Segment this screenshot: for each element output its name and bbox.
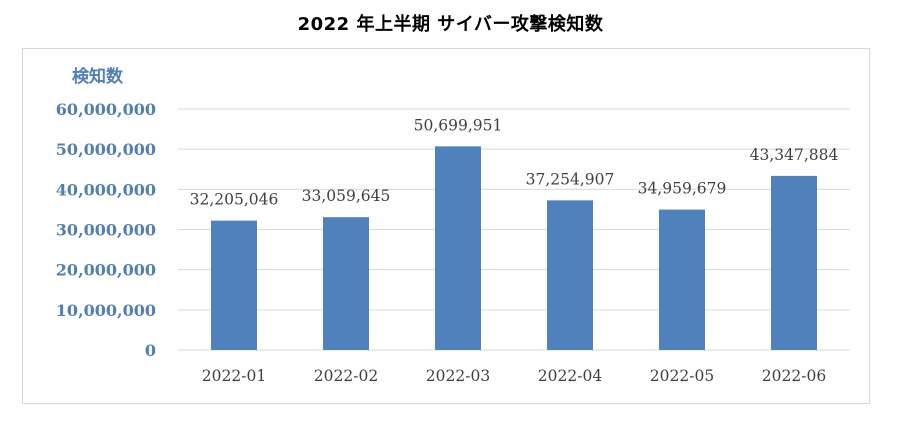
bar-2022-06 (771, 175, 817, 350)
chart-title: 2022 年上半期 サイバー攻撃検知数 (297, 14, 604, 35)
y-tick-label: 0 (145, 341, 156, 360)
bar-2022-04 (547, 200, 593, 350)
data-label: 34,959,679 (638, 180, 727, 198)
x-axis-ticks: 2022-01 2022-02 2022-03 2022-04 2022-05 2022-… (202, 367, 826, 385)
bar-2022-01 (211, 220, 257, 350)
y-tick-label: 60,000,000 (56, 100, 156, 119)
y-tick-label: 40,000,000 (56, 180, 156, 199)
y-axis-label: 検知数 (72, 66, 124, 87)
data-label: 32,205,046 (190, 191, 279, 209)
x-tick-label: 2022-02 (314, 367, 378, 385)
y-tick-label: 50,000,000 (56, 140, 156, 159)
x-tick-label: 2022-05 (650, 367, 714, 385)
data-label: 50,699,951 (414, 116, 503, 134)
y-tick-label: 20,000,000 (56, 261, 156, 280)
chart-frame (22, 48, 870, 404)
x-tick-label: 2022-01 (202, 367, 266, 385)
x-tick-label: 2022-04 (538, 367, 603, 385)
data-label: 43,347,884 (750, 146, 839, 164)
gridlines (178, 108, 850, 351)
bar-2022-05 (659, 209, 705, 350)
x-tick-label: 2022-06 (762, 367, 826, 385)
data-label: 37,254,907 (526, 170, 615, 188)
x-tick-label: 2022-03 (426, 367, 490, 385)
bar-2022-03 (435, 146, 481, 350)
bar-2022-02 (323, 217, 369, 350)
data-label: 33,059,645 (302, 187, 391, 205)
y-tick-label: 30,000,000 (56, 221, 156, 240)
bars (211, 146, 817, 350)
data-labels: 32,205,046 33,059,645 50,699,951 37,254,907… (190, 116, 839, 208)
y-tick-label: 10,000,000 (56, 301, 156, 320)
y-axis-ticks: 0 10,000,000 20,000,000 30,000,000 40,000,00… (56, 100, 156, 360)
